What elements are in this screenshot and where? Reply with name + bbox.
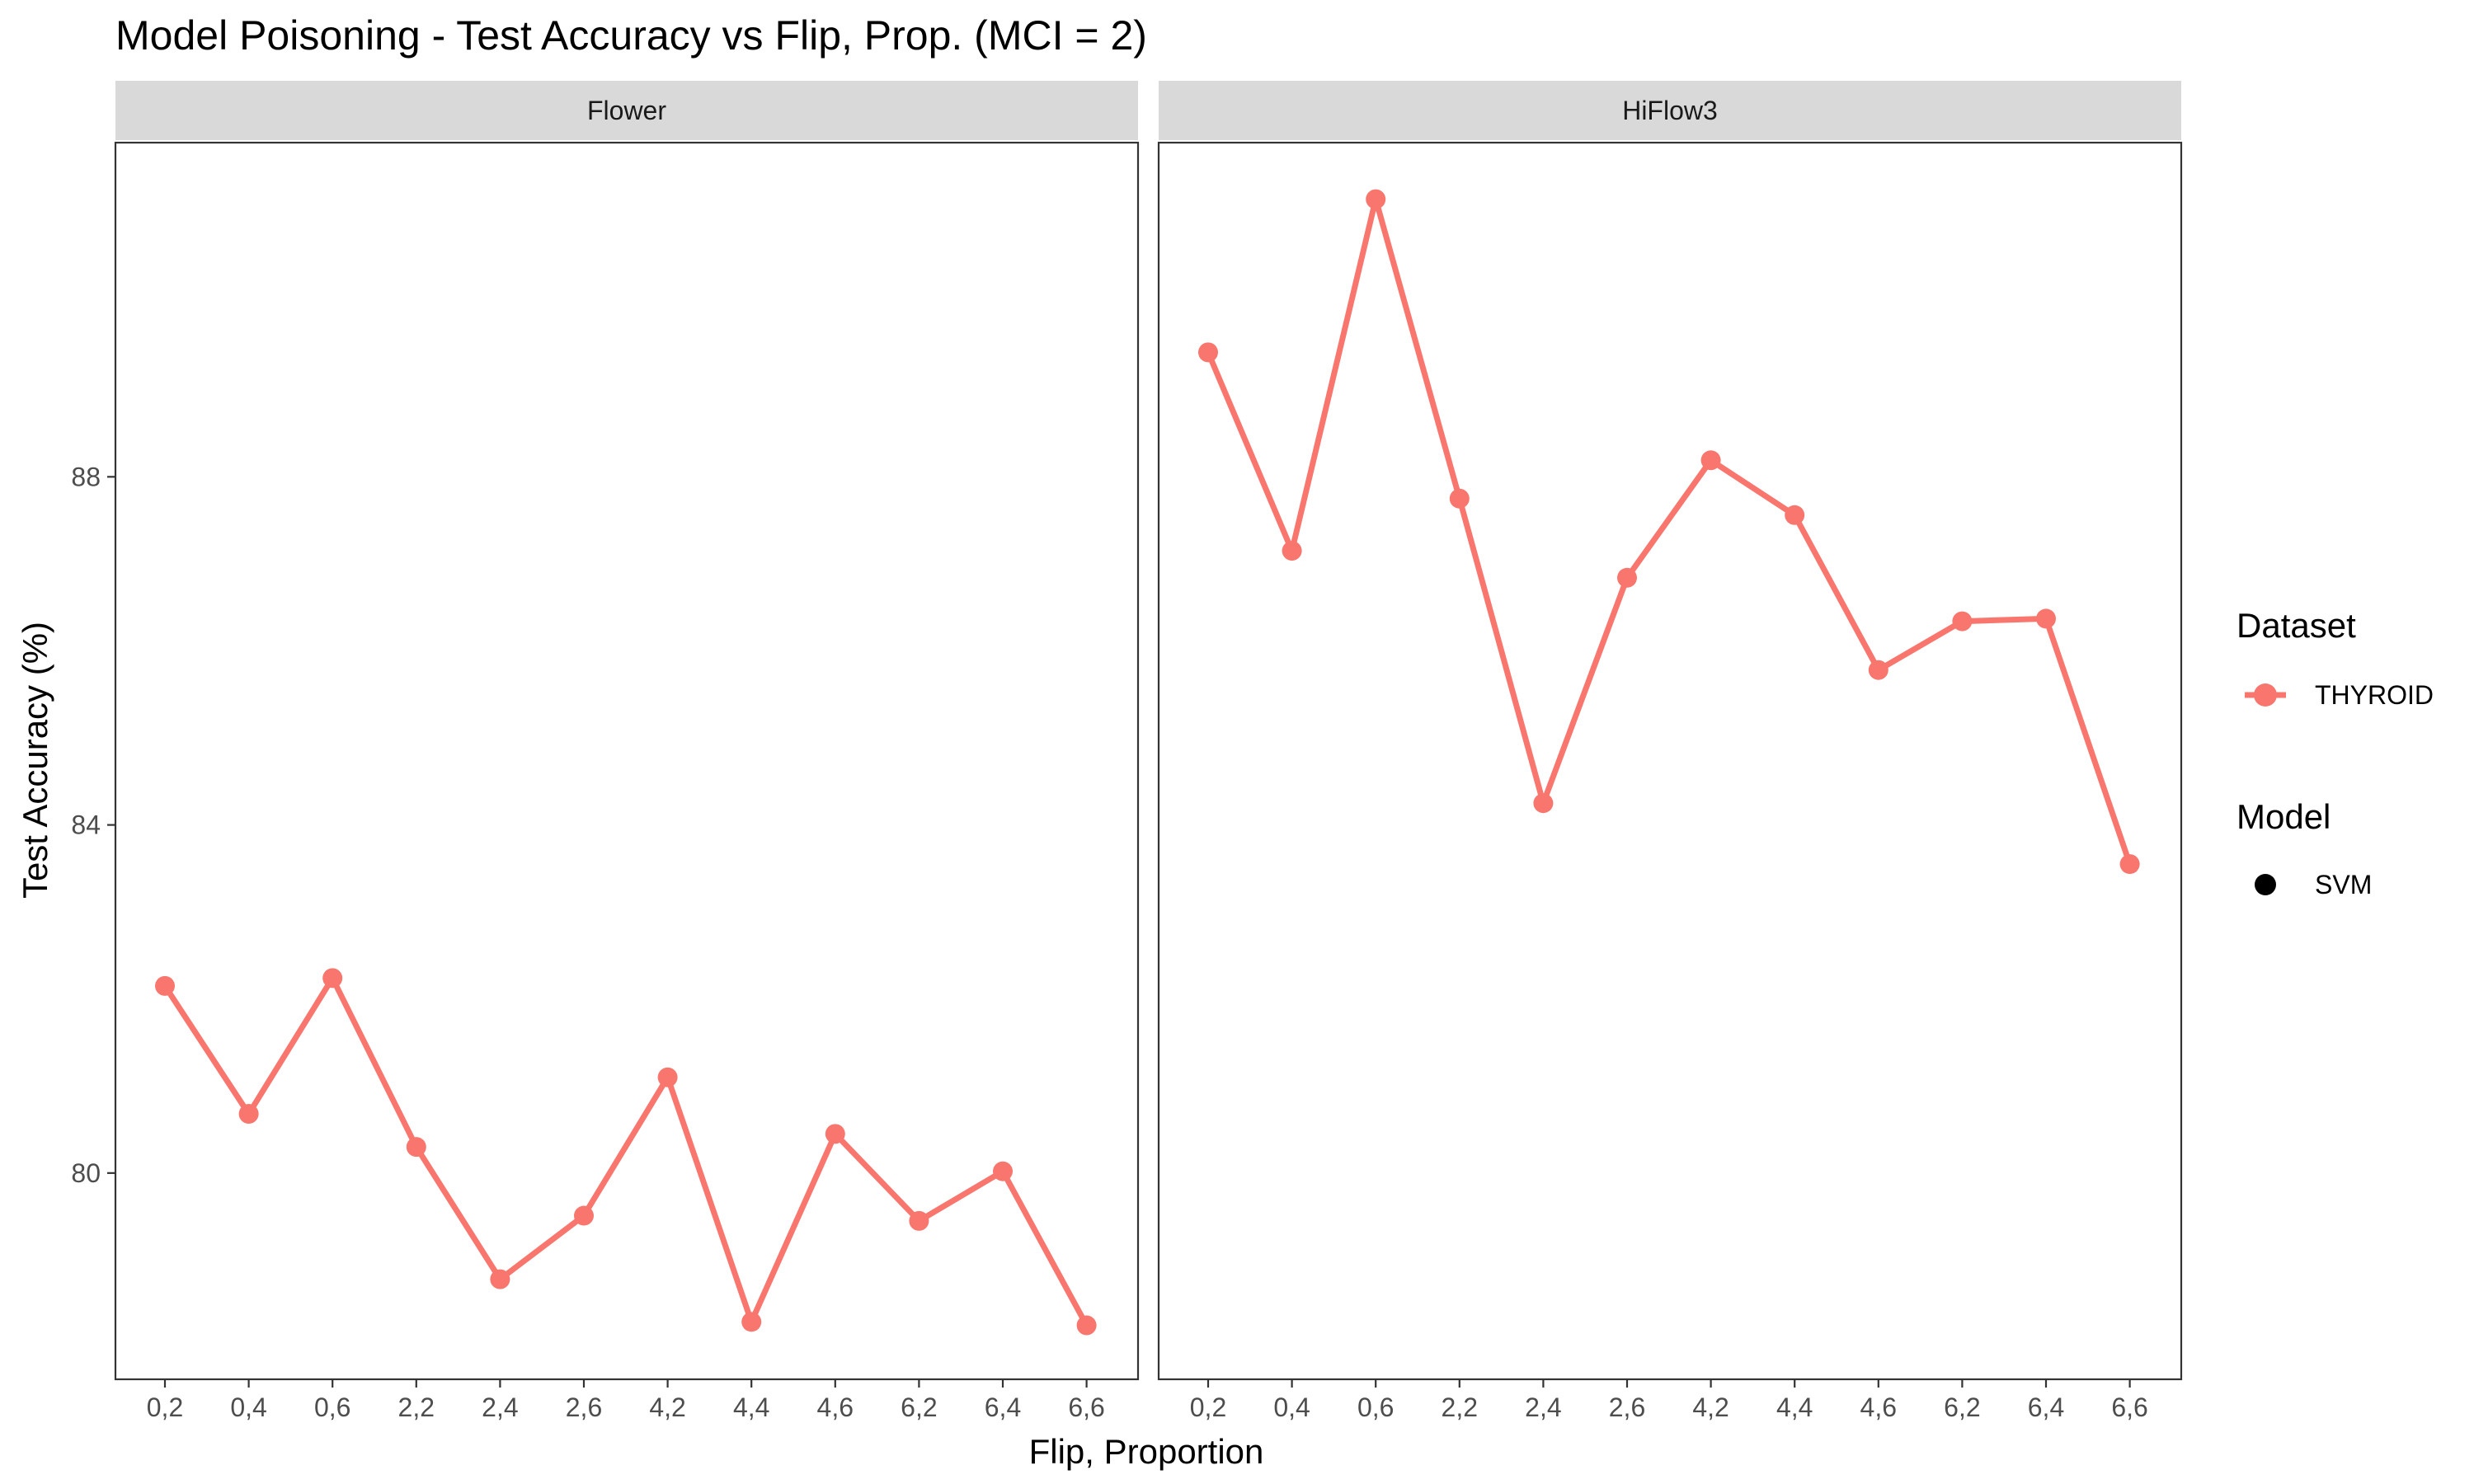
- facet-strip: [1159, 81, 2181, 140]
- data-point: [1282, 541, 1302, 561]
- legend: Dataset THYROID Model SVM: [2236, 606, 2434, 899]
- legend-label: THYROID: [2315, 680, 2434, 710]
- x-tick-label: 4,2: [1692, 1392, 1729, 1422]
- x-tick-label: 2,4: [1525, 1392, 1561, 1422]
- chart-title: Model Poisoning - Test Accuracy vs Flip,…: [115, 12, 1147, 59]
- legend-key-point: [2255, 874, 2276, 895]
- legend-title-model: Model: [2236, 797, 2331, 836]
- x-tick-label: 2,4: [482, 1392, 518, 1422]
- panel-border: [114, 141, 1140, 1381]
- x-tick-label: 4,6: [817, 1392, 854, 1422]
- data-point: [2036, 608, 2056, 629]
- y-tick-label: 80: [71, 1158, 101, 1188]
- x-tick-label: 0,4: [1273, 1392, 1310, 1422]
- data-point: [574, 1205, 594, 1226]
- data-point: [1868, 660, 1888, 680]
- data-point: [741, 1312, 762, 1332]
- legend-label: SVM: [2315, 870, 2372, 899]
- x-tick-label: 0,2: [1190, 1392, 1226, 1422]
- data-point: [909, 1210, 929, 1231]
- x-tick-label: 4,4: [1776, 1392, 1813, 1422]
- facet-strip: [115, 81, 1138, 140]
- x-tick-label: 6,2: [901, 1392, 937, 1422]
- facet-strip-label: Flower: [587, 96, 666, 125]
- data-point: [406, 1137, 426, 1158]
- x-tick-label: 6,6: [2111, 1392, 2147, 1422]
- x-tick-label: 6,4: [985, 1392, 1021, 1422]
- x-tick-label: 0,4: [230, 1392, 266, 1422]
- data-point: [1785, 505, 1805, 525]
- data-point: [322, 968, 343, 989]
- x-tick-label: 2,6: [1609, 1392, 1645, 1422]
- data-point: [155, 975, 175, 996]
- x-axis-title: Flip, Proportion: [1029, 1432, 1264, 1471]
- x-tick-label: 2,2: [1442, 1392, 1478, 1422]
- data-point: [1076, 1315, 1097, 1336]
- facet-panel-flower: Flower 0,2 0,4 0,6 2,2 2,4 2,6 4,2 4,4 4,6 6,2 6,4 6…: [71, 81, 1140, 1422]
- facet-panel-hiflow3: HiFlow3 0,2 0,4 0,6 2,2 2,4 2,6 4,2 4,4 4,6 6,2 6,4…: [1157, 81, 2183, 1422]
- data-point: [1700, 450, 1721, 471]
- data-point: [490, 1269, 510, 1289]
- x-tick-label: 4,4: [733, 1392, 769, 1422]
- x-tick-label: 0,6: [1357, 1392, 1394, 1422]
- x-tick-label: 2,6: [566, 1392, 602, 1422]
- legend-key-point: [2254, 683, 2277, 707]
- data-point: [1617, 567, 1637, 588]
- x-tick-label: 0,6: [314, 1392, 350, 1422]
- data-point: [657, 1067, 678, 1087]
- y-axis-title: Test Accuracy (%): [16, 622, 54, 899]
- x-tick-label: 6,6: [1068, 1392, 1104, 1422]
- x-tick-label: 2,2: [398, 1392, 435, 1422]
- x-tick-label: 6,4: [2028, 1392, 2064, 1422]
- x-tick-label: 4,6: [1860, 1392, 1897, 1422]
- x-tick-label: 6,2: [1944, 1392, 1980, 1422]
- series-line-thyroid: [1205, 196, 2133, 867]
- series-line-thyroid: [162, 974, 1090, 1329]
- facet-panels: Flower 0,2 0,4 0,6 2,2 2,4 2,6 4,2 4,4 4,6 6,2 6,4 6…: [71, 81, 2183, 1422]
- data-point: [2119, 854, 2140, 875]
- data-point: [1198, 342, 1218, 363]
- data-point: [238, 1104, 259, 1125]
- x-tick-label: 0,2: [147, 1392, 183, 1422]
- y-tick-label: 88: [71, 462, 101, 491]
- data-point: [1533, 793, 1554, 814]
- data-point: [825, 1124, 845, 1144]
- facet-strip-label: HiFlow3: [1622, 96, 1718, 125]
- legend-title-dataset: Dataset: [2236, 606, 2356, 645]
- data-point: [1449, 488, 1470, 509]
- data-point: [1366, 189, 1386, 209]
- data-point: [993, 1161, 1013, 1181]
- x-tick-label: 4,2: [649, 1392, 685, 1422]
- y-tick-label: 84: [71, 810, 101, 840]
- data-point: [1952, 611, 1973, 632]
- panel-border: [1157, 141, 2183, 1381]
